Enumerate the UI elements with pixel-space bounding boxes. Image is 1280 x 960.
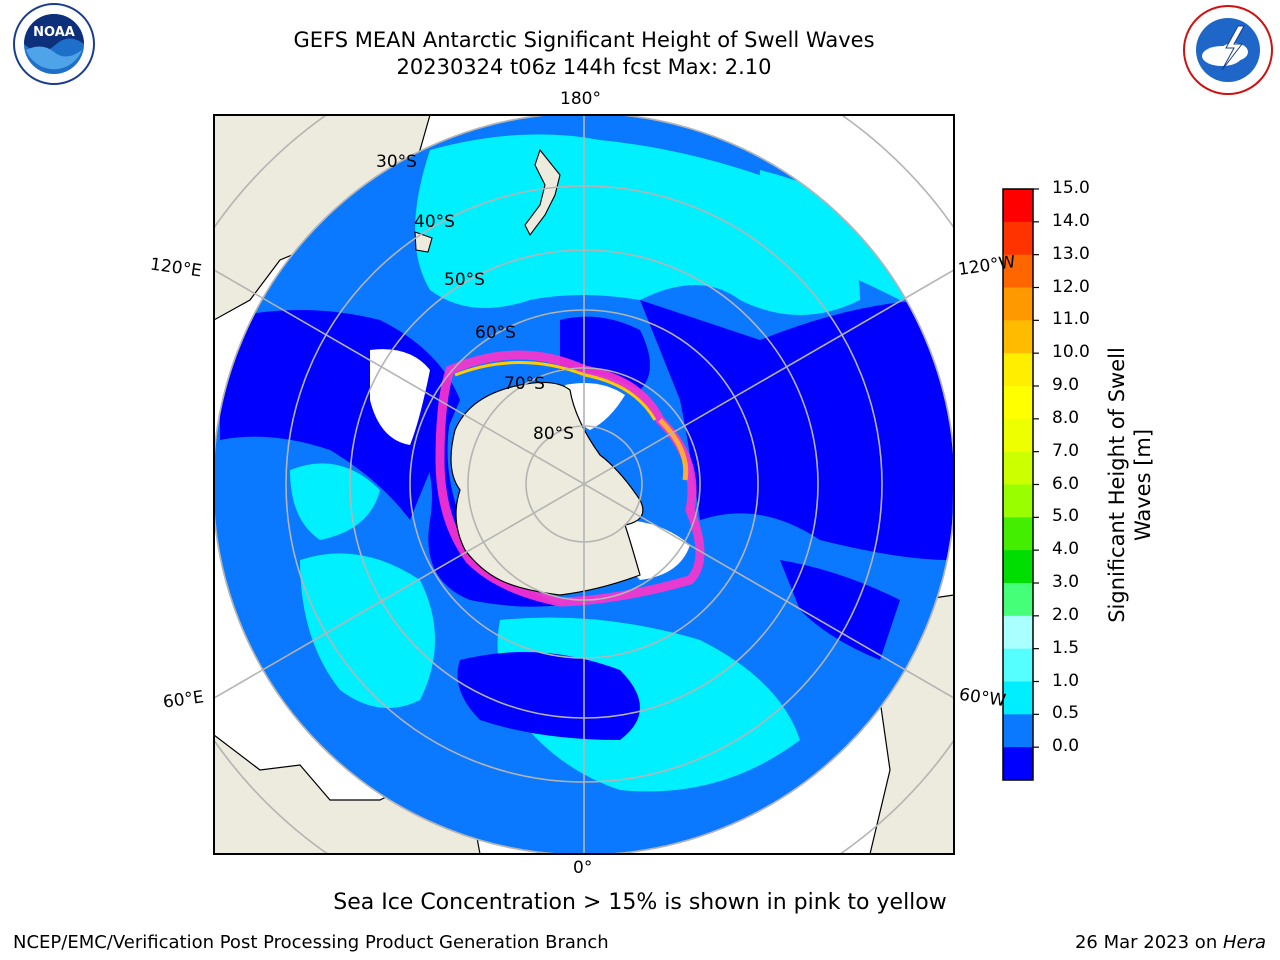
colorbar-band bbox=[1003, 747, 1033, 781]
swell-region-high bbox=[290, 463, 380, 540]
national-weather-service-logo bbox=[1183, 5, 1273, 95]
colorbar-tick-label: 0.0 bbox=[1052, 736, 1080, 757]
lon-label-0: 0° bbox=[573, 858, 593, 878]
colorbar-tick-label: 4.0 bbox=[1052, 539, 1080, 560]
colorbar-band bbox=[1003, 714, 1033, 748]
swell-region-high bbox=[415, 134, 860, 315]
noaa-logo: NOAA bbox=[13, 3, 95, 85]
swell-region-low bbox=[780, 560, 900, 660]
lat-label-40s: 40°S bbox=[414, 212, 455, 232]
colorbar-band bbox=[1003, 386, 1033, 420]
colorbar-tick-label: 14.0 bbox=[1052, 210, 1090, 231]
colorbar-tick-label: 13.0 bbox=[1052, 243, 1090, 264]
chart-title: GEFS MEAN Antarctic Significant Height o… bbox=[293, 28, 875, 52]
colorbar-tick-label: 1.5 bbox=[1052, 637, 1080, 658]
colorbar-band bbox=[1003, 287, 1033, 321]
swell-region-low bbox=[640, 300, 954, 560]
new-zealand-landmass bbox=[524, 148, 561, 237]
colorbar-tick-label: 7.0 bbox=[1052, 440, 1080, 461]
swell-region-high bbox=[300, 553, 435, 708]
ice-patch bbox=[370, 349, 430, 445]
colorbar-tick-label: 3.0 bbox=[1052, 572, 1080, 592]
colorbar-band bbox=[1003, 583, 1033, 617]
tasmania-landmass bbox=[414, 231, 433, 253]
colorbar-band bbox=[1003, 221, 1033, 256]
colorbar-band bbox=[1003, 615, 1033, 650]
colorbar-band bbox=[1003, 254, 1033, 288]
footer-date: 26 Mar 2023 on Hera bbox=[1074, 932, 1266, 953]
noaa-logo-text: NOAA bbox=[33, 25, 75, 40]
colorbar-band bbox=[1003, 681, 1033, 715]
colorbar-band bbox=[1003, 320, 1033, 354]
colorbar-tick-label: 11.0 bbox=[1052, 309, 1090, 330]
colorbar-tick-label: 1.0 bbox=[1052, 670, 1080, 691]
colorbar-tick-label: 12.0 bbox=[1052, 276, 1090, 297]
lat-label-60s: 60°S bbox=[475, 323, 516, 343]
ross-ice-shelf bbox=[565, 382, 625, 430]
colorbar-tick-label: 9.0 bbox=[1052, 375, 1080, 395]
colorbar-band bbox=[1003, 517, 1033, 551]
colorbar-tick-label: 10.0 bbox=[1052, 342, 1090, 363]
colorbar-tick-label: 5.0 bbox=[1052, 506, 1080, 527]
lon-label-180: 180° bbox=[560, 89, 601, 109]
colorbar-tick-label: 15.0 bbox=[1052, 178, 1090, 198]
colorbar-band bbox=[1003, 484, 1033, 518]
colorbar bbox=[1002, 188, 1039, 781]
lat-label-30s: 30°S bbox=[376, 152, 417, 172]
sea-ice-note: Sea Ice Concentration > 15% is shown in … bbox=[333, 890, 947, 915]
colorbar-tick-label: 6.0 bbox=[1052, 473, 1080, 494]
colorbar-band bbox=[1003, 418, 1033, 453]
colorbar-tick-label: 0.5 bbox=[1052, 703, 1080, 724]
lat-label-70s: 70°S bbox=[504, 374, 545, 394]
colorbar-tick-label: 8.0 bbox=[1052, 407, 1080, 428]
colorbar-band bbox=[1003, 189, 1033, 223]
footer-credit: NCEP/EMC/Verification Post Processing Pr… bbox=[13, 932, 609, 953]
colorbar-band bbox=[1003, 648, 1033, 682]
lat-label-50s: 50°S bbox=[444, 270, 485, 290]
swell-region-low bbox=[560, 316, 650, 390]
colorbar-band bbox=[1003, 451, 1033, 485]
sea-ice-edge bbox=[435, 350, 705, 607]
graticule bbox=[214, 115, 954, 854]
colorbar-label: Significant Height of Swell Waves [m] bbox=[1105, 347, 1155, 623]
colorbar-tick-label: 2.0 bbox=[1052, 604, 1080, 625]
colorbar-band bbox=[1003, 353, 1033, 387]
chart-subtitle: 20230324 t06z 144h fcst Max: 2.10 bbox=[396, 55, 772, 79]
lat-label-80s: 80°S bbox=[533, 424, 574, 444]
colorbar-band bbox=[1003, 550, 1033, 584]
